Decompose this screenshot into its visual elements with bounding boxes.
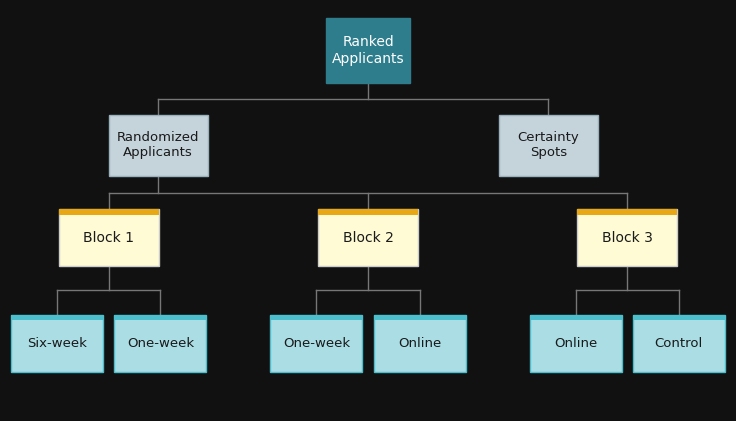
Text: Ranked
Applicants: Ranked Applicants [332,35,404,66]
Text: One-week: One-week [127,337,194,349]
FancyBboxPatch shape [318,210,418,215]
Text: One-week: One-week [283,337,350,349]
FancyBboxPatch shape [373,315,465,320]
FancyBboxPatch shape [11,315,103,320]
FancyBboxPatch shape [632,315,724,320]
FancyBboxPatch shape [271,315,362,372]
FancyBboxPatch shape [632,315,724,372]
Text: Block 2: Block 2 [342,231,394,245]
FancyBboxPatch shape [530,315,621,320]
Text: Online: Online [554,337,597,349]
Text: Control: Control [654,337,703,349]
Text: Randomized
Applicants: Randomized Applicants [117,131,199,159]
FancyBboxPatch shape [499,115,598,176]
FancyBboxPatch shape [11,315,103,372]
Text: Six-week: Six-week [27,337,88,349]
FancyBboxPatch shape [577,210,676,215]
FancyBboxPatch shape [59,210,159,266]
FancyBboxPatch shape [271,315,362,320]
FancyBboxPatch shape [115,315,206,320]
FancyBboxPatch shape [59,210,159,215]
FancyBboxPatch shape [109,115,208,176]
Text: Block 3: Block 3 [601,231,653,245]
FancyBboxPatch shape [577,210,676,266]
Text: Certainty
Spots: Certainty Spots [517,131,579,159]
FancyBboxPatch shape [318,210,418,266]
FancyBboxPatch shape [325,18,411,83]
FancyBboxPatch shape [530,315,621,372]
FancyBboxPatch shape [115,315,206,372]
FancyBboxPatch shape [373,315,465,372]
Text: Online: Online [398,337,441,349]
Text: Block 1: Block 1 [83,231,135,245]
